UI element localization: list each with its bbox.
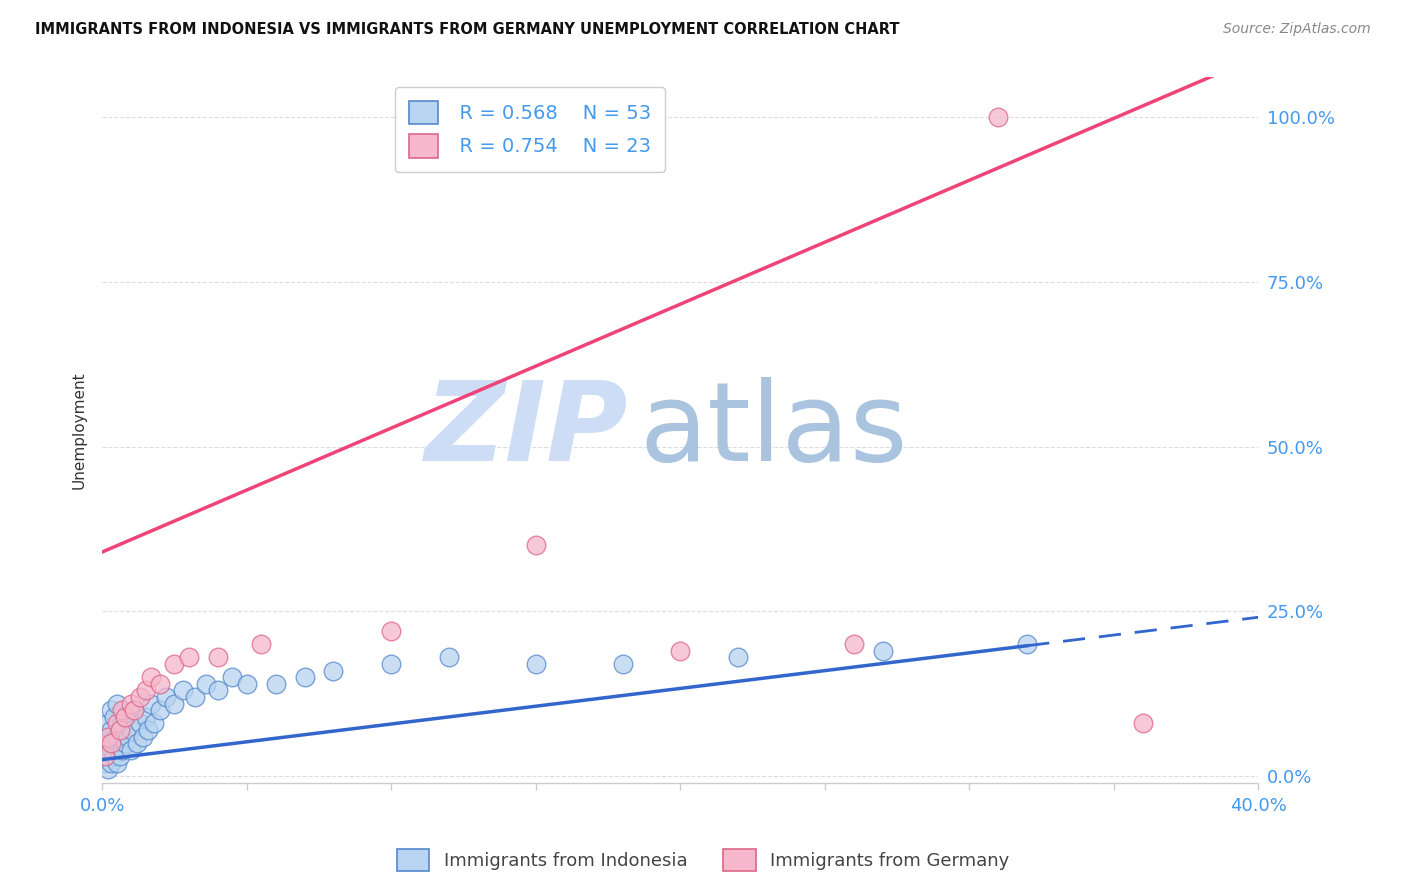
Point [183,690,205,704]
Point [105,756,128,770]
Point [842,637,865,651]
Point [1132,716,1154,731]
Point [114,710,136,724]
Point [128,716,150,731]
Point [111,742,134,756]
Point [100,703,122,717]
Point [669,644,692,658]
Point [524,657,547,671]
Point [612,657,634,671]
Point [380,624,402,638]
Point [97,749,120,764]
Point [94,749,117,764]
Point [97,763,120,777]
Point [94,756,117,770]
Point [155,690,177,704]
Point [141,670,163,684]
Point [114,736,136,750]
Point [987,110,1010,124]
Point [114,710,136,724]
Point [128,690,150,704]
Point [524,538,547,552]
Point [250,637,273,651]
Point [143,716,166,731]
Text: atlas: atlas [640,376,908,483]
Point [94,742,117,756]
Point [172,683,194,698]
Point [120,723,142,737]
Y-axis label: Unemployment: Unemployment [72,371,86,489]
Text: IMMIGRANTS FROM INDONESIA VS IMMIGRANTS FROM GERMANY UNEMPLOYMENT CORRELATION CH: IMMIGRANTS FROM INDONESIA VS IMMIGRANTS … [35,22,900,37]
Point [120,742,142,756]
Point [122,703,145,717]
Point [1017,637,1039,651]
Point [135,683,157,698]
Legend: Immigrants from Indonesia, Immigrants from Germany: Immigrants from Indonesia, Immigrants fr… [389,842,1017,879]
Point [141,697,163,711]
Point [108,723,131,737]
Point [322,664,344,678]
Point [163,697,186,711]
Point [103,736,125,750]
Point [105,697,128,711]
Point [163,657,186,671]
Legend:   R = 0.568    N = 53,   R = 0.754    N = 23: R = 0.568 N = 53, R = 0.754 N = 23 [395,87,665,171]
Point [103,749,125,764]
Point [100,736,122,750]
Point [235,677,257,691]
Point [111,716,134,731]
Point [380,657,402,671]
Text: Source: ZipAtlas.com: Source: ZipAtlas.com [1223,22,1371,37]
Point [872,644,894,658]
Point [105,730,128,744]
Point [207,650,229,665]
Point [195,677,218,691]
Point [100,742,122,756]
Point [437,650,460,665]
Point [117,730,139,744]
Point [103,710,125,724]
Point [207,683,229,698]
Point [727,650,749,665]
Point [149,677,172,691]
Point [122,703,145,717]
Point [125,736,148,750]
Point [111,703,134,717]
Point [94,730,117,744]
Point [100,756,122,770]
Point [135,710,157,724]
Point [177,650,200,665]
Point [97,716,120,731]
Point [108,723,131,737]
Point [120,697,142,711]
Point [294,670,316,684]
Point [221,670,243,684]
Point [97,736,120,750]
Point [108,749,131,764]
Point [131,730,153,744]
Point [105,716,128,731]
Point [264,677,287,691]
Text: ZIP: ZIP [425,376,628,483]
Point [149,703,172,717]
Point [100,723,122,737]
Point [138,723,160,737]
Point [97,730,120,744]
